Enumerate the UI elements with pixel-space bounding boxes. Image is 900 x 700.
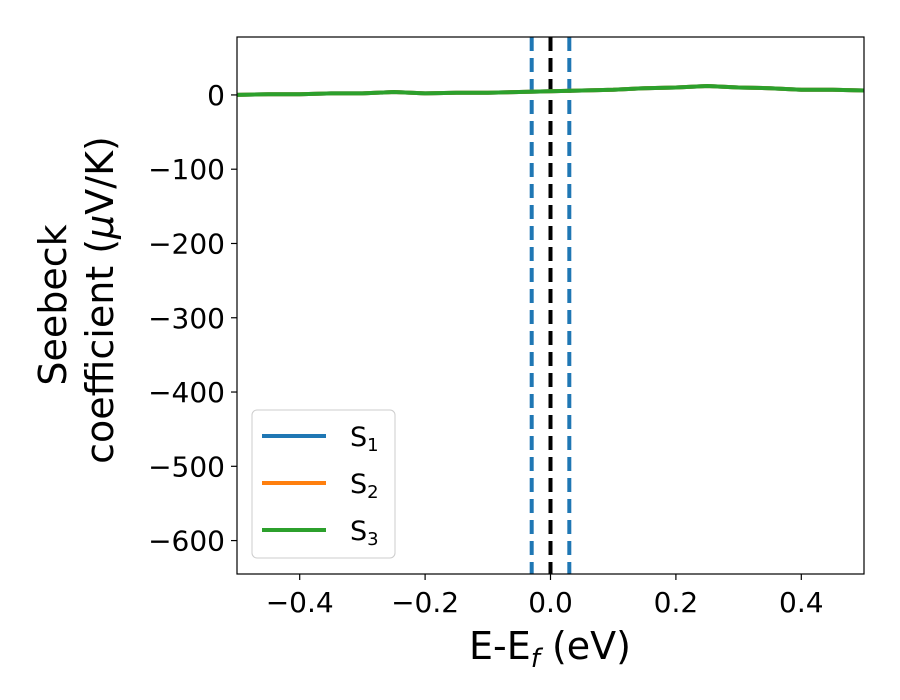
y-tick-label: −300 — [148, 302, 225, 335]
legend-label-3: S3 — [350, 516, 379, 550]
x-axis-label-unit: (eV) — [540, 624, 631, 668]
y-tick-label: −600 — [148, 525, 225, 558]
x-tick-label: 0.2 — [654, 586, 699, 619]
y-axis-label-suffix: V/K) — [78, 136, 122, 215]
y-tick-label: −400 — [148, 376, 225, 409]
x-axis-label-main: E-E — [469, 624, 531, 668]
legend-entries: S1 S2 S3 — [262, 422, 379, 550]
y-axis-label-mu: μ — [78, 215, 122, 240]
x-tick-label: 0.4 — [779, 586, 824, 619]
x-axis-ticks: −0.4 −0.2 0.0 0.2 0.4 — [266, 574, 824, 619]
y-tick-label: −200 — [148, 227, 225, 260]
legend: S1 S2 S3 — [251, 409, 396, 559]
y-axis-label-prefix: coefficient ( — [78, 239, 122, 464]
x-tick-label: 0.0 — [528, 586, 573, 619]
vertical-reference-lines — [529, 37, 572, 574]
legend-label-1: S1 — [350, 422, 379, 456]
x-tick-label: −0.2 — [391, 586, 459, 619]
y-axis-label: Seebeck — [31, 224, 75, 385]
x-axis-label: E-Ef (eV) — [469, 624, 631, 674]
y-axis-label-line1: Seebeck — [31, 224, 75, 385]
x-tick-label: −0.4 — [266, 586, 334, 619]
y-axis-ticks: 0 −100 −200 −300 −400 −500 −600 — [148, 79, 237, 558]
series-line-3 — [236, 84, 865, 97]
y-tick-label: 0 — [207, 79, 225, 112]
y-axis-label-line2: coefficient (μV/K) — [78, 136, 122, 464]
y-tick-label: −100 — [148, 153, 225, 186]
series-lines — [236, 84, 865, 97]
legend-label-2: S2 — [350, 469, 379, 503]
y-axis-label-2: coefficient (μV/K) — [78, 136, 122, 464]
y-tick-label: −500 — [148, 450, 225, 483]
